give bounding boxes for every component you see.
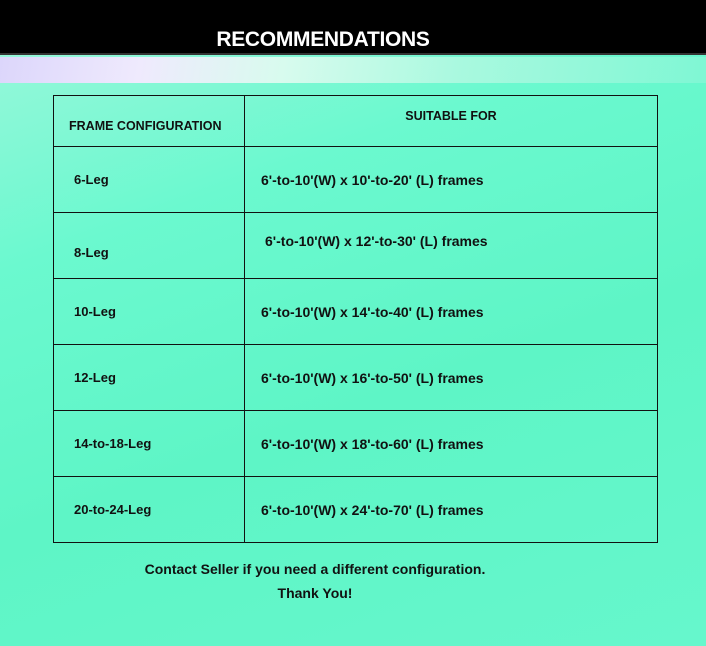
page-title: RECOMMENDATIONS: [216, 28, 430, 51]
suitable-for-cell: 6'-to-10'(W) x 10'-to-20' (L) frames: [244, 146, 658, 213]
table-header-row: FRAME CONFIGURATION SUITABLE FOR: [53, 95, 658, 147]
header-frame-configuration: FRAME CONFIGURATION: [53, 95, 245, 147]
frame-configuration-cell: 20-to-24-Leg: [53, 476, 245, 543]
frame-configuration-cell: 14-to-18-Leg: [53, 410, 245, 477]
frame-configuration-cell: 6-Leg: [53, 146, 245, 213]
title-bar: [0, 0, 706, 55]
decorative-band: [0, 57, 706, 83]
suitable-for-cell: 6'-to-10'(W) x 24'-to-70' (L) frames: [244, 476, 658, 543]
table-row: 6-Leg 6'-to-10'(W) x 10'-to-20' (L) fram…: [53, 146, 658, 213]
thank-you-note: Thank You!: [277, 585, 353, 601]
suitable-for-cell: 6'-to-10'(W) x 18'-to-60' (L) frames: [244, 410, 658, 477]
frame-configuration-cell: 10-Leg: [53, 278, 245, 345]
contact-seller-note: Contact Seller if you need a different c…: [144, 561, 486, 577]
frame-configuration-cell: 8-Leg: [53, 212, 245, 279]
table-row: 10-Leg 6'-to-10'(W) x 14'-to-40' (L) fra…: [53, 278, 658, 345]
table-row: 14-to-18-Leg 6'-to-10'(W) x 18'-to-60' (…: [53, 410, 658, 477]
frame-configuration-cell: 12-Leg: [53, 344, 245, 411]
suitable-for-cell: 6'-to-10'(W) x 14'-to-40' (L) frames: [244, 278, 658, 345]
table-row: 12-Leg 6'-to-10'(W) x 16'-to-50' (L) fra…: [53, 344, 658, 411]
suitable-for-cell: 6'-to-10'(W) x 12'-to-30' (L) frames: [244, 212, 658, 279]
table-row: 20-to-24-Leg 6'-to-10'(W) x 24'-to-70' (…: [53, 476, 658, 543]
table-row: 8-Leg 6'-to-10'(W) x 12'-to-30' (L) fram…: [53, 212, 658, 279]
suitable-for-cell: 6'-to-10'(W) x 16'-to-50' (L) frames: [244, 344, 658, 411]
recommendations-table: FRAME CONFIGURATION SUITABLE FOR 6-Leg 6…: [53, 95, 658, 543]
header-suitable-for: SUITABLE FOR: [244, 95, 658, 147]
